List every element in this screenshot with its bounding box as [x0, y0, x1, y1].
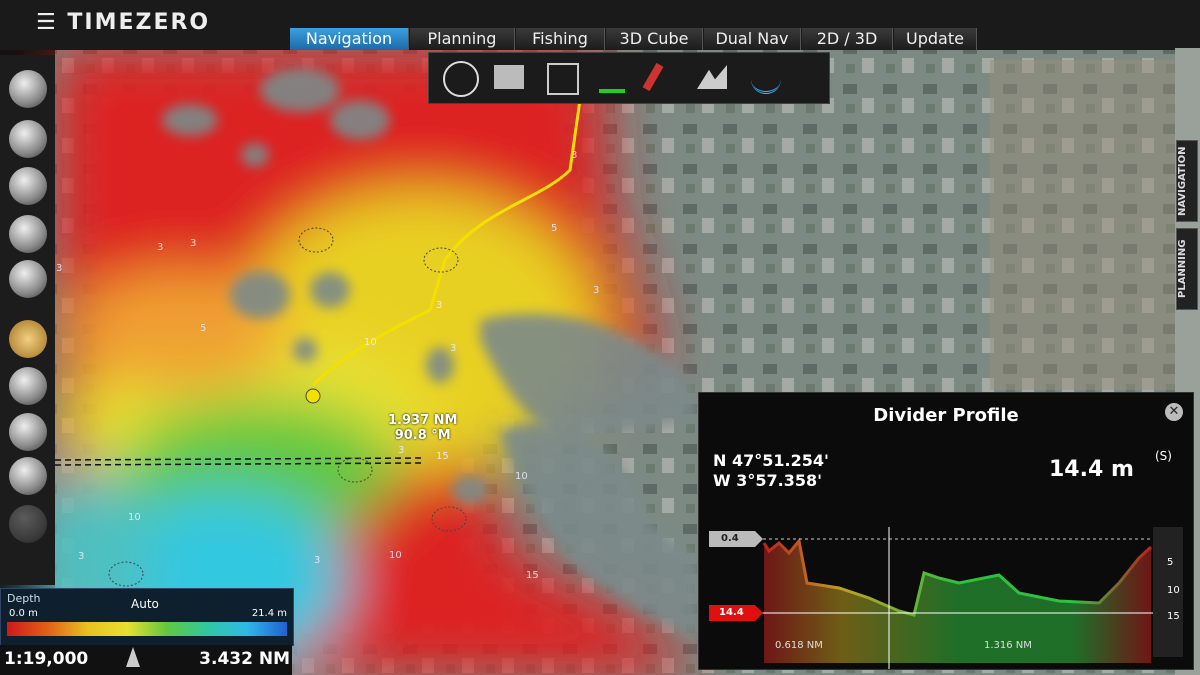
compass-icon[interactable]: [443, 61, 479, 97]
north-arrow: [126, 647, 140, 667]
depth-value: 14.4 m: [1049, 457, 1134, 482]
sounding: 3: [56, 263, 63, 274]
sounding: 3: [314, 555, 321, 566]
scale-label: 1:19,000: [4, 649, 89, 669]
depth-marker: 14.4: [719, 607, 744, 618]
tool-icon[interactable]: [697, 65, 727, 89]
position: N 47°51.254' W 3°57.358': [713, 451, 829, 491]
top-marker: 0.4: [721, 533, 739, 544]
tab[interactable]: Update: [894, 28, 977, 50]
tool-button[interactable]: [9, 167, 47, 205]
zoom-out-button[interactable]: [9, 260, 47, 298]
zoom-in-button[interactable]: [9, 215, 47, 253]
sounding: 10: [389, 550, 402, 561]
depth-min: 0.0 m: [9, 608, 38, 619]
axis-label: 10: [1167, 585, 1180, 596]
divider-readout: 1.937 NM 90.8 °M: [388, 413, 457, 443]
left-distance: 0.618 NM: [775, 640, 823, 651]
profile-graph: [709, 527, 1183, 669]
longitude: W 3°57.358': [713, 471, 822, 490]
tool-icon[interactable]: [547, 63, 579, 95]
sounding: 10: [128, 512, 141, 523]
logo-text: TIMEZERO: [67, 10, 211, 35]
sounding: 10: [515, 471, 528, 482]
sounding: 10: [364, 337, 377, 348]
status-bar: 1:19,000 3.432 NM: [0, 645, 292, 675]
tool-button[interactable]: [9, 457, 47, 495]
divider-button[interactable]: [9, 367, 47, 405]
tool-button[interactable]: [9, 413, 47, 451]
divider-profile-panel: Divider Profile ✕ N 47°51.254' W 3°57.35…: [698, 392, 1194, 670]
tool-button[interactable]: [9, 70, 47, 108]
range-label: 3.432 NM: [199, 649, 290, 669]
tool-strip: [428, 52, 830, 104]
sounding: 3: [571, 150, 578, 161]
sounding: 3: [157, 242, 164, 253]
tool-button: [9, 505, 47, 543]
side-tab[interactable]: NAVIGATION: [1176, 140, 1198, 222]
tool-icon[interactable]: [599, 65, 625, 93]
axis-label: 5: [1167, 557, 1174, 568]
panel-title: Divider Profile: [873, 405, 1019, 426]
sounding: 3: [593, 285, 600, 296]
pan-button[interactable]: [9, 320, 47, 358]
sounding: 3: [398, 445, 405, 456]
depth-legend: Depth Auto 0.0 m 21.4 m: [0, 588, 294, 646]
depth-max: 21.4 m: [251, 608, 287, 619]
sounding: 3: [190, 238, 197, 249]
sounding: 3: [450, 343, 457, 354]
depth-mode[interactable]: Auto: [131, 597, 159, 611]
side-tab[interactable]: PLANNING: [1176, 228, 1198, 310]
axis-label: 15: [1167, 611, 1180, 622]
latitude: N 47°51.254': [713, 451, 829, 470]
sounding: 15: [436, 451, 449, 462]
distance-label: 1.937 NM: [388, 413, 458, 428]
tab[interactable]: Dual Nav: [704, 28, 801, 50]
tool-icon[interactable]: [494, 65, 524, 89]
tab[interactable]: 2D / 3D: [802, 28, 893, 50]
close-button[interactable]: ✕: [1165, 403, 1183, 421]
sounding: 5: [200, 323, 207, 334]
tool-button[interactable]: [9, 120, 47, 158]
depth-label: Depth: [7, 592, 41, 605]
logo[interactable]: ☰ TIMEZERO: [36, 10, 211, 35]
right-distance: 1.316 NM: [984, 640, 1032, 651]
depth-color-bar: [7, 622, 287, 636]
left-toolbar: [0, 55, 55, 585]
unit-note: (S): [1155, 449, 1172, 463]
tab[interactable]: Planning: [410, 28, 515, 50]
tab[interactable]: Fishing: [516, 28, 605, 50]
sounding: 15: [526, 570, 539, 581]
tab[interactable]: Navigation: [290, 28, 409, 50]
bearing-label: 90.8 °M: [394, 428, 451, 443]
tab[interactable]: 3D Cube: [606, 28, 703, 50]
tool-icon[interactable]: [751, 65, 781, 94]
sounding: 3: [78, 551, 85, 562]
sounding: 5: [551, 223, 558, 234]
tool-icon[interactable]: [642, 62, 664, 92]
sounding: 3: [436, 300, 443, 311]
